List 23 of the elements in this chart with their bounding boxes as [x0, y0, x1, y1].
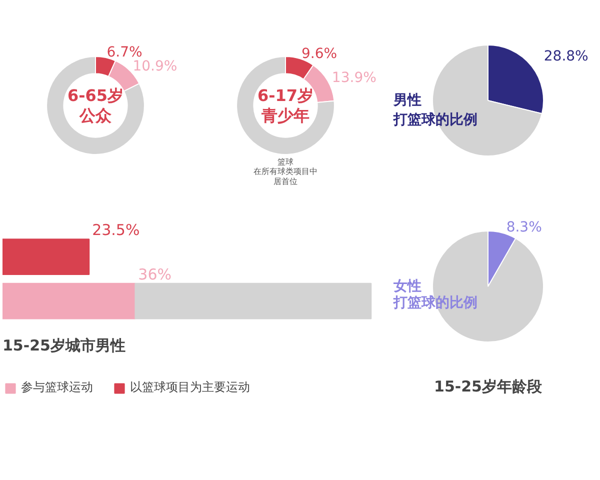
- text: 居首位: [274, 177, 298, 186]
- data-label: 8.3%: [506, 220, 542, 236]
- text: 青少年: [260, 106, 310, 125]
- text: 男性: [392, 92, 422, 108]
- legend-label: 参与篮球运动: [21, 379, 93, 396]
- text: 公众: [78, 106, 112, 125]
- legend-label: 以篮球项目为主要运动: [130, 379, 250, 396]
- text: 15-25岁城市男性: [2, 336, 126, 354]
- data-label: 10.9%: [132, 58, 178, 75]
- data-label: 9.6%: [301, 46, 338, 62]
- text: 6-17岁: [257, 86, 314, 106]
- text: 在所有球类项目中: [254, 167, 318, 176]
- text: 篮球: [278, 157, 294, 166]
- text: 打篮球的比例: [392, 112, 478, 128]
- data-label: 28.8%: [544, 48, 588, 65]
- text: 15-25岁年龄段: [434, 378, 543, 396]
- data-label: 13.9%: [332, 70, 376, 86]
- data-label: 6.7%: [106, 44, 142, 61]
- text: 女性: [392, 278, 422, 294]
- text: 6-65岁: [67, 86, 124, 106]
- data-label: 36%: [138, 265, 172, 284]
- data-label: 23.5%: [92, 221, 140, 240]
- text: 打篮球的比例: [392, 295, 478, 312]
